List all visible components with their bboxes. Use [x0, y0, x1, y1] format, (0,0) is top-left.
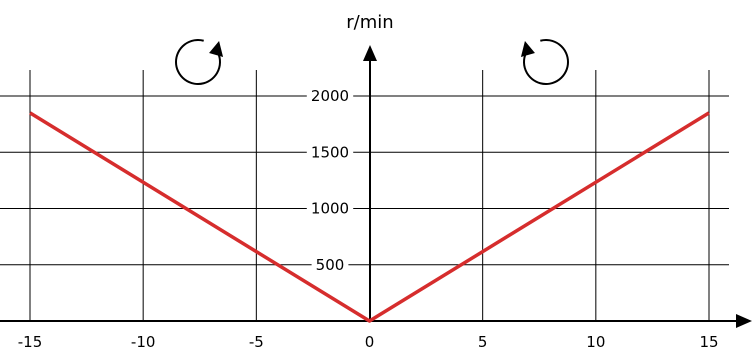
axes	[0, 45, 752, 328]
y-tick-label: 1000	[311, 200, 349, 218]
x-tick-label: -10	[131, 333, 156, 351]
tick-labels: r/min -15 -10 -5 0 5 10 15 500 1000 1500 2000	[18, 12, 719, 351]
y-axis-title: r/min	[346, 12, 393, 33]
series-layer	[29, 111, 710, 323]
y-tick-label-background	[306, 86, 354, 106]
y-tick-label: 2000	[311, 87, 349, 105]
x-tick-label: -5	[249, 333, 264, 351]
y-axis-arrow-icon	[363, 45, 377, 61]
y-tick-label-background	[306, 142, 354, 163]
rotation-icons	[175, 39, 569, 85]
y-tick-label: 1500	[311, 143, 349, 161]
x-tick-label: 0	[365, 333, 375, 351]
counterclockwise-rotation-icon	[520, 39, 569, 85]
x-tick-label: 15	[699, 333, 718, 351]
x-axis-arrow-icon	[736, 314, 752, 328]
x-tick-label: -15	[18, 333, 43, 351]
y-tick-label-background	[311, 254, 349, 275]
y-tick-label-background	[306, 198, 354, 219]
y-tick-label: 500	[316, 256, 345, 274]
x-tick-label: 10	[586, 333, 605, 351]
x-tick-label: 5	[478, 333, 488, 351]
grid	[0, 70, 729, 321]
clockwise-rotation-icon	[175, 39, 224, 85]
series-line	[29, 111, 710, 323]
